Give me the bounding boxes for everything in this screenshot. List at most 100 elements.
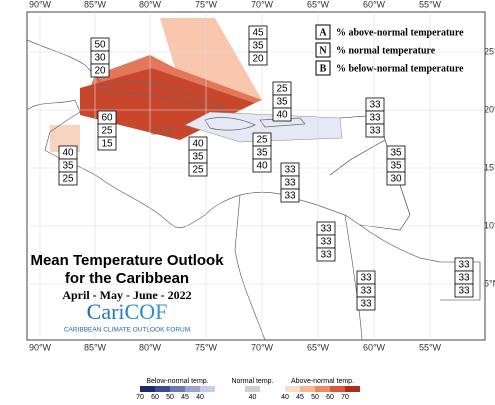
outlook-cell (365, 123, 385, 138)
colorbar-tick: 50 (166, 394, 174, 400)
colorbar-tick: 45 (181, 394, 189, 400)
outlook-value: 33 (360, 286, 372, 297)
outlook-cell (90, 63, 110, 78)
legend-text: % normal temperature (336, 45, 436, 56)
lon-label-top: 55°W (419, 0, 442, 9)
colorbar-cell (185, 386, 200, 392)
legend-key-box (315, 24, 331, 40)
outlook-value: 35 (256, 148, 268, 159)
legend-key: N (319, 45, 327, 56)
lat-label: 25°N (484, 46, 495, 56)
colorbar-cell (245, 386, 260, 392)
colorbar-cell (140, 386, 155, 392)
outlook-cell (248, 51, 268, 66)
logo: CariCOF (87, 299, 168, 324)
lon-label-top: 80°W (139, 0, 162, 9)
legend-key: B (320, 63, 327, 74)
lat-label: 20°N (484, 104, 495, 114)
lon-label-top: 85°W (84, 0, 107, 9)
legend-key: A (319, 27, 327, 38)
legend-text: % below-normal temperature (336, 63, 464, 74)
colorbar-tick: 60 (326, 394, 334, 400)
outlook-value: 40 (256, 161, 268, 172)
period: April - May - June - 2022 (62, 288, 191, 302)
outlook-cell (316, 247, 336, 262)
region-50 (90, 55, 262, 103)
legend-text: % above-normal temperature (336, 27, 464, 38)
outlook-value: 33 (369, 113, 381, 124)
outlook-value: 33 (284, 191, 296, 202)
lon-label-top: 60°W (363, 0, 386, 9)
colorbar-cell (315, 386, 330, 392)
outlook-value: 35 (390, 148, 402, 159)
probability-regions (50, 18, 343, 152)
outlook-value: 33 (369, 100, 381, 111)
colorbar-tick: 45 (296, 394, 304, 400)
colorbar-cell (155, 386, 170, 392)
outlook-value: 35 (276, 97, 288, 108)
outlook-value: 33 (320, 237, 332, 248)
lat-label: 10°N (484, 220, 495, 230)
lon-label-bottom: 65°W (307, 342, 330, 352)
colorbar-tick: 70 (341, 394, 349, 400)
lon-label-bottom: 80°W (139, 342, 162, 352)
outlook-value: 40 (62, 148, 74, 159)
outlook-cell (188, 162, 208, 177)
outlook-value: 35 (192, 152, 204, 163)
lon-label-top: 75°W (195, 0, 218, 9)
outlook-value: 25 (276, 84, 288, 95)
colorbar-cell (200, 386, 215, 392)
outlook-value: 35 (252, 41, 264, 52)
outlook-cell (97, 136, 117, 151)
outlook-value: 20 (94, 66, 106, 77)
outlook-value: 33 (320, 250, 332, 261)
colorbar-label: Above-normal temp. (291, 378, 354, 385)
lon-label-bottom: 75°W (195, 342, 218, 352)
outlook-cell (272, 107, 292, 122)
outlook-value: 60 (101, 113, 113, 124)
outlook-value: 15 (101, 139, 113, 150)
legend-key-box (315, 42, 331, 58)
colorbar-tick: 40 (281, 394, 289, 400)
lon-label-top: 65°W (307, 0, 330, 9)
colorbar-tick: 40 (196, 394, 204, 400)
outlook-value: 30 (390, 174, 402, 185)
lon-label-bottom: 70°W (251, 342, 274, 352)
outlook-value: 35 (390, 161, 402, 172)
colorbar-cell (345, 386, 360, 392)
lat-label: 15°N (484, 162, 495, 172)
lon-label-top: 90°W (29, 0, 52, 9)
region-45 (160, 18, 262, 100)
outlook-value: 33 (284, 178, 296, 189)
lon-label-top: 70°W (251, 0, 274, 9)
colorbar-tick: 50 (311, 394, 319, 400)
logo-subtitle: CARIBBEAN CLIMATE OUTLOOK FORUM (64, 327, 190, 334)
outlook-value: 50 (94, 40, 106, 51)
outlook-value: 40 (276, 110, 288, 121)
colorbar-cell (300, 386, 315, 392)
outlook-cell (386, 171, 406, 186)
outlook-value: 33 (458, 273, 470, 284)
title: for the Caribbean (65, 270, 189, 287)
outlook-value: 40 (192, 139, 204, 150)
colorbar-label: Below-normal temp. (146, 378, 208, 385)
colorbar-label: Normal temp. (231, 378, 273, 385)
outlook-value: 33 (320, 224, 332, 235)
lat-label: 5°N (484, 278, 495, 288)
outlook-value: 35 (62, 161, 74, 172)
outlook-value: 20 (252, 54, 264, 65)
outlook-value: 33 (360, 299, 372, 310)
lon-label-bottom: 85°W (84, 342, 107, 352)
outlook-cell (454, 283, 474, 298)
lon-label-bottom: 55°W (419, 342, 442, 352)
colorbar-cell (285, 386, 300, 392)
outlook-cell (252, 158, 272, 173)
lon-label-bottom: 90°W (29, 342, 52, 352)
outlook-value: 33 (458, 286, 470, 297)
outlook-value: 33 (360, 273, 372, 284)
legend-box (310, 22, 482, 78)
region-40 (50, 125, 80, 152)
colorbar-tick: 70 (136, 394, 144, 400)
lon-label-bottom: 60°W (363, 342, 386, 352)
legend-key-box (315, 60, 331, 76)
